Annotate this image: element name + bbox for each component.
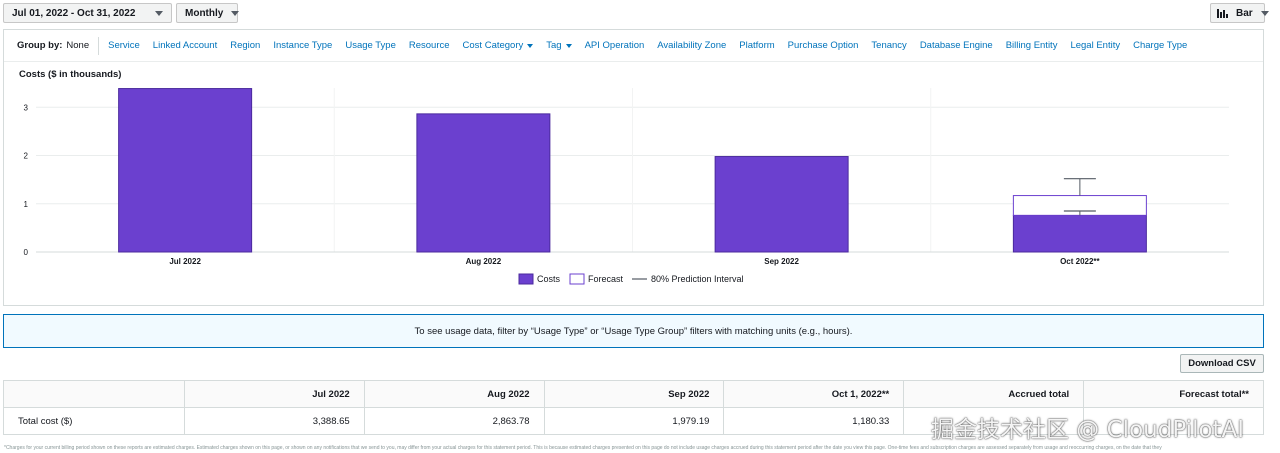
group-by-value: None xyxy=(66,40,90,51)
x-tick-label: Sep 2022 xyxy=(764,257,799,266)
group-by-option-label: Billing Entity xyxy=(1005,40,1058,51)
info-banner: To see usage data, filter by “Usage Type… xyxy=(3,314,1264,348)
group-by-option-label: Database Engine xyxy=(919,40,993,51)
cost-bar xyxy=(1012,214,1147,253)
chevron-down-icon xyxy=(527,43,534,48)
table-header-cell: Sep 2022 xyxy=(543,380,725,408)
group-by-option-charge-type[interactable]: Charge Type xyxy=(1133,40,1187,51)
group-by-option-label: Region xyxy=(230,40,261,51)
footnote: *Charges for your current billing period… xyxy=(4,445,1162,451)
chevron-down-icon xyxy=(155,10,163,16)
cost-table: Jul 2022 Aug 2022 Sep 2022 Oct 1, 2022**… xyxy=(3,380,1264,435)
y-tick-label: 1 xyxy=(24,200,29,209)
group-by-option-service[interactable]: Service xyxy=(108,40,140,51)
watermark: 掘金技术社区 @ CloudPilotAI xyxy=(931,417,1245,443)
chart-type-dropdown[interactable]: Bar xyxy=(1210,3,1269,23)
cost-bar-chart: 0 1 2 3 Jul 2022 Aug 2022 Sep 2022 Oct 2022** Co… xyxy=(24,88,1229,285)
y-tick-label: 0 xyxy=(24,248,29,257)
group-by-option-label: Platform xyxy=(739,40,775,51)
legend-swatch-forecast xyxy=(569,273,585,285)
y-tick-label: 2 xyxy=(24,152,29,161)
group-by-option-label: Legal Entity xyxy=(1070,40,1121,51)
group-by-option-resource[interactable]: Resource xyxy=(409,40,450,51)
table-header-cell: Aug 2022 xyxy=(363,380,545,408)
table-cell: 3,388.65 xyxy=(183,407,365,435)
cost-bar xyxy=(714,156,849,253)
y-axis-title: Costs ($ in thousands) xyxy=(19,69,122,80)
table-cell xyxy=(903,407,1085,435)
divider xyxy=(98,36,100,55)
legend-swatch-costs xyxy=(518,273,534,285)
group-by-option-label: Charge Type xyxy=(1133,40,1188,51)
group-by-options: Service Linked Account Region Instance Type… xyxy=(108,40,1200,51)
group-by-option-label: Tag xyxy=(546,40,562,51)
table-row: Total cost ($) 3,388.65 2,863.78 1,979.1… xyxy=(3,407,1264,435)
group-by-option-label: Service xyxy=(108,40,140,51)
x-tick-label: Oct 2022** xyxy=(1060,257,1100,266)
group-by-option-label: Resource xyxy=(408,40,450,51)
group-by-bar: Group by: None Service Linked Account Regi… xyxy=(4,30,1263,62)
group-by-option-tenancy[interactable]: Tenancy xyxy=(871,40,906,51)
group-by-option-database-engine[interactable]: Database Engine xyxy=(920,40,993,51)
cost-bar xyxy=(416,113,551,253)
cost-bar xyxy=(118,88,253,253)
x-tick-label: Jul 2022 xyxy=(169,257,201,266)
x-tick-label: Aug 2022 xyxy=(466,257,502,266)
group-by-option-label: Usage Type xyxy=(345,40,396,51)
table-cell xyxy=(1083,407,1264,435)
group-by-option-usage-type[interactable]: Usage Type xyxy=(345,40,396,51)
table-header-cell: Forecast total** xyxy=(1083,380,1264,408)
group-by-option-label: Instance Type xyxy=(273,40,333,51)
table-header-cell xyxy=(3,380,185,408)
chevron-down-icon xyxy=(565,43,572,48)
group-by-option-label: Linked Account xyxy=(152,40,218,51)
group-by-option-api-operation[interactable]: API Operation xyxy=(585,40,645,51)
chevron-down-icon xyxy=(231,10,240,16)
granularity-dropdown[interactable]: Monthly xyxy=(176,3,240,23)
table-header-row: Jul 2022 Aug 2022 Sep 2022 Oct 1, 2022**… xyxy=(3,380,1264,408)
date-range-value: Jul 01, 2022 - Oct 31, 2022 xyxy=(12,7,136,19)
granularity-value: Monthly xyxy=(185,7,224,19)
legend-label: Forecast xyxy=(588,274,624,284)
group-by-option-region[interactable]: Region xyxy=(230,40,260,51)
group-by-label: Group by: xyxy=(17,40,63,51)
group-by-option-billing-entity[interactable]: Billing Entity xyxy=(1006,40,1058,51)
chart-panel: Group by: None Service Linked Account Regi… xyxy=(3,29,1264,306)
date-range-dropdown[interactable]: Jul 01, 2022 - Oct 31, 2022 xyxy=(3,3,172,23)
group-by-option-linked-account[interactable]: Linked Account xyxy=(153,40,217,51)
group-by-option-legal-entity[interactable]: Legal Entity xyxy=(1070,40,1120,51)
chart-type-value: Bar xyxy=(1236,7,1253,19)
group-by-option-cost-category[interactable]: Cost Category xyxy=(463,40,534,51)
info-banner-text: To see usage data, filter by “Usage Type… xyxy=(414,325,853,337)
bar-chart-icon xyxy=(1217,8,1228,18)
group-by-option-platform[interactable]: Platform xyxy=(739,40,774,51)
download-csv-button[interactable]: Download CSV xyxy=(1180,354,1264,373)
row-label: Total cost ($) xyxy=(3,407,185,435)
chevron-down-icon xyxy=(1260,10,1269,16)
group-by-option-label: Tenancy xyxy=(871,40,907,51)
group-by-option-purchase-option[interactable]: Purchase Option xyxy=(788,40,859,51)
table-header-cell: Oct 1, 2022** xyxy=(723,380,905,408)
group-by-option-availability-zone[interactable]: Availability Zone xyxy=(657,40,726,51)
table-cell: 2,863.78 xyxy=(363,407,545,435)
group-by-option-label: Availability Zone xyxy=(657,40,727,51)
table-header-cell: Accrued total xyxy=(903,380,1085,408)
group-by-option-tag[interactable]: Tag xyxy=(546,40,572,51)
table-cell: 1,180.33 xyxy=(723,407,905,435)
table-cell: 1,979.19 xyxy=(543,407,725,435)
group-by-option-label: API Operation xyxy=(584,40,645,51)
group-by-option-label: Cost Category xyxy=(462,40,524,51)
legend-label: Costs xyxy=(537,274,561,284)
y-tick-label: 3 xyxy=(24,103,29,112)
group-by-option-instance-type[interactable]: Instance Type xyxy=(273,40,332,51)
legend-label: 80% Prediction Interval xyxy=(651,274,744,284)
table-header-cell: Jul 2022 xyxy=(183,380,365,408)
group-by-option-label: Purchase Option xyxy=(787,40,859,51)
